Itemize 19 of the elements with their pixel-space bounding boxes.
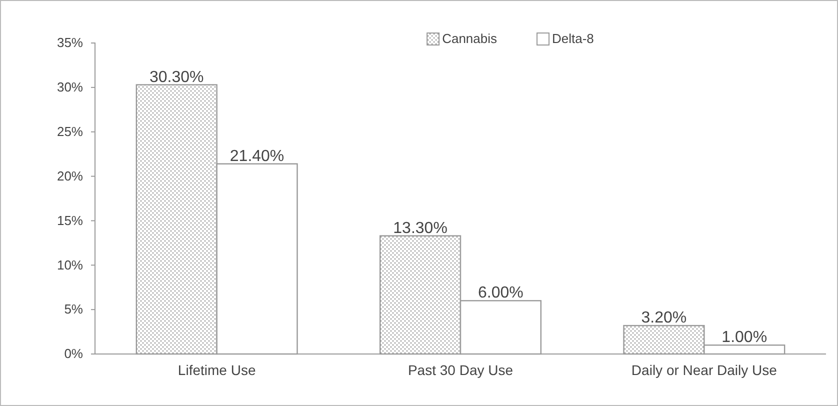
y-tick-label: 30% <box>56 80 84 95</box>
x-tick-label: Daily or Near Daily Use <box>631 362 778 378</box>
x-tick-label: Past 30 Day Use <box>408 362 514 378</box>
y-tick-label: 35% <box>56 35 84 50</box>
data-label: 13.30% <box>393 220 448 237</box>
y-tick-label: 5% <box>64 302 84 317</box>
data-label: 3.20% <box>641 310 687 327</box>
y-tick-label: 15% <box>56 212 84 228</box>
data-label: 6.00% <box>478 284 524 302</box>
data-label: 30.30% <box>149 68 204 86</box>
y-tick-label: 25% <box>56 124 84 140</box>
y-tick-label: 10% <box>56 257 84 272</box>
data-label: 1.00% <box>722 329 768 346</box>
legend-label: Delta-8 <box>552 31 594 46</box>
y-tick-label: 20% <box>56 168 84 184</box>
x-tick-label: Lifetime Use <box>178 362 256 378</box>
legend-label: Cannabis <box>442 31 498 46</box>
y-tick-label: 0% <box>64 346 84 362</box>
data-label: 21.40% <box>230 148 284 165</box>
